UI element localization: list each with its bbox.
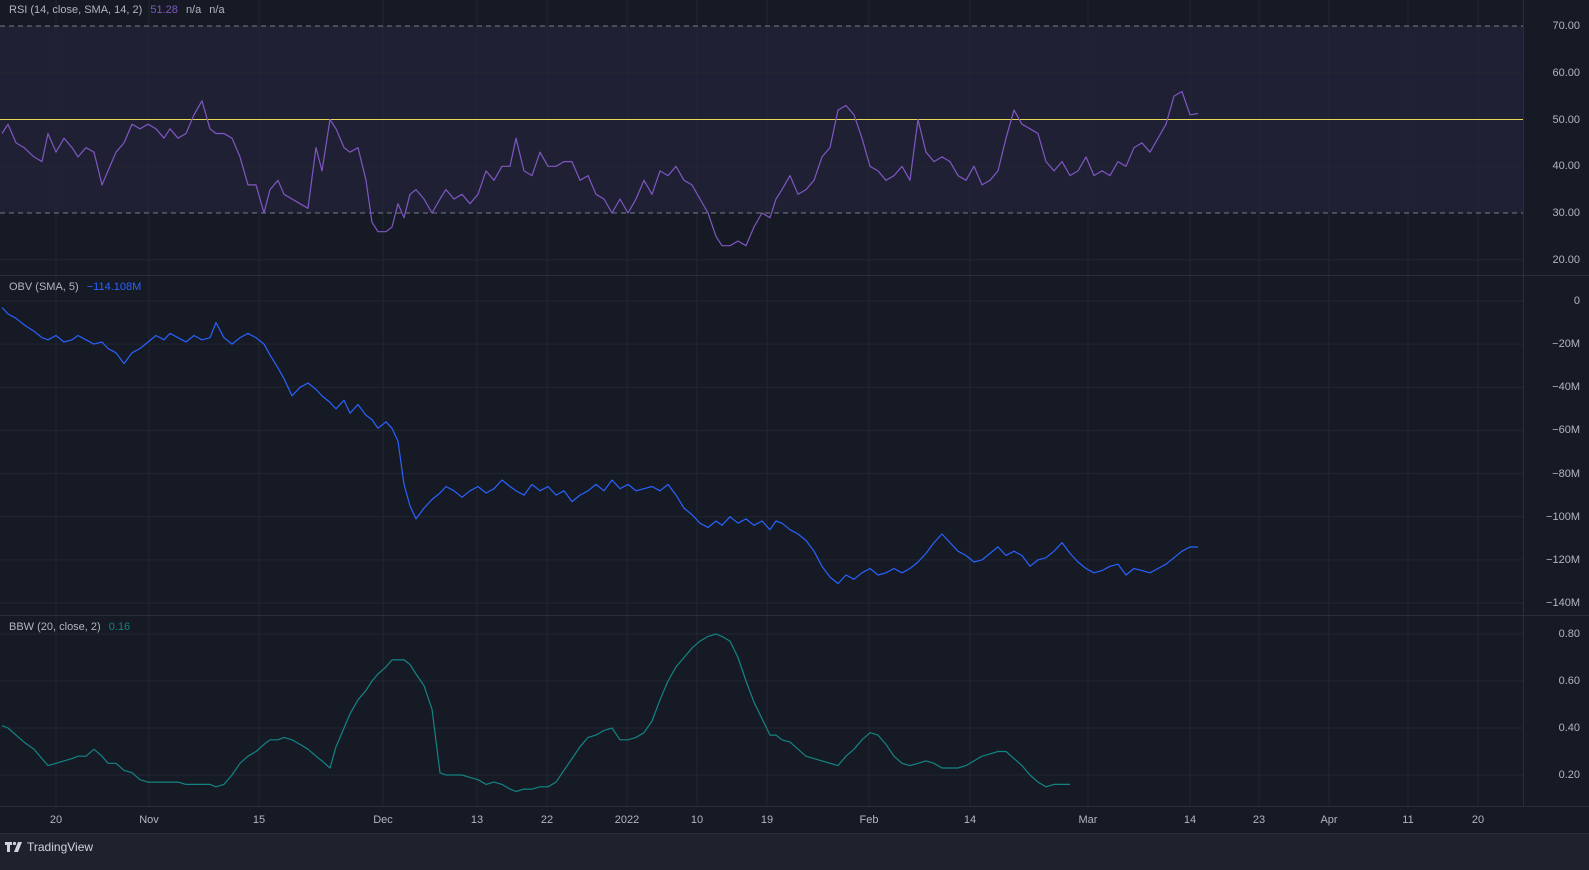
price-axis-label: −40M: [1552, 381, 1580, 394]
price-axis-label: 0.20: [1558, 769, 1580, 781]
time-axis-label: Dec: [373, 814, 393, 826]
obv-legend[interactable]: OBV (SMA, 5) −114.108M: [9, 281, 146, 293]
time-axis-label: 13: [470, 814, 484, 826]
bbw-legend[interactable]: BBW (20, close, 2) 0.16: [9, 621, 135, 633]
bbw-pane[interactable]: BBW (20, close, 2) 0.16: [0, 616, 1523, 806]
rsi-extra2: n/a: [209, 4, 225, 16]
price-axis-label: −100M: [1546, 510, 1580, 523]
rsi-legend[interactable]: RSI (14, close, SMA, 14, 2) 51.28 n/a n/…: [9, 4, 230, 16]
obv-chart: [0, 276, 1523, 615]
time-axis[interactable]: 20 Nov 15 Dec 13 22 2022 10 19 Feb 14 Mar 14 23 Apr 11 2…: [0, 806, 1589, 834]
rsi-value: 51.28: [150, 4, 178, 16]
bbw-chart: [0, 616, 1523, 806]
rsi-pane[interactable]: RSI (14, close, SMA, 14, 2) 51.28 n/a n/…: [0, 0, 1523, 275]
time-axis-label: 2022: [614, 814, 640, 826]
price-axis-label: −120M: [1546, 553, 1580, 566]
time-axis-label: 23: [1252, 814, 1266, 826]
time-axis-label: 22: [540, 814, 554, 826]
time-axis-label: Feb: [859, 814, 879, 826]
obv-title: OBV (SMA, 5): [9, 281, 79, 293]
price-axis-label: 30.00: [1552, 207, 1580, 219]
time-axis-label: Mar: [1078, 814, 1098, 826]
price-axis-label: 0.80: [1558, 628, 1580, 640]
time-axis-label: 14: [1183, 814, 1197, 826]
obv-value: −114.108M: [86, 281, 142, 293]
time-axis-label: 14: [963, 814, 977, 826]
bbw-price-axis[interactable]: 0.80 0.60 0.40 0.20: [1523, 616, 1589, 806]
bbw-value: 0.16: [108, 621, 131, 633]
price-axis-label: 0.40: [1558, 722, 1580, 734]
price-axis-label: 60.00: [1552, 66, 1580, 79]
price-axis-label: −80M: [1552, 467, 1580, 480]
time-axis-label: Nov: [139, 814, 159, 826]
tradingview-logo-icon: [5, 841, 22, 852]
pane-separator[interactable]: [0, 275, 1589, 276]
price-axis-label: 0: [1573, 295, 1580, 307]
tradingview-logo[interactable]: TradingView: [5, 840, 93, 854]
price-axis-label: 0.60: [1558, 675, 1580, 687]
time-axis-label: 20: [49, 814, 63, 826]
pane-separator[interactable]: [0, 615, 1589, 616]
price-axis-label: 70.00: [1552, 20, 1580, 32]
obv-price-axis[interactable]: 0 −20M −40M −60M −80M −100M −120M −140M: [1523, 276, 1589, 615]
time-axis-label: 19: [760, 814, 774, 826]
price-axis-label: −140M: [1546, 597, 1580, 609]
rsi-price-axis[interactable]: 70.00 60.00 50.00 40.00 30.00 20.00: [1523, 0, 1589, 275]
price-axis-label: −60M: [1552, 424, 1580, 437]
price-axis-label: 50.00: [1552, 113, 1580, 126]
tradingview-brand: TradingView: [27, 840, 94, 854]
footer: TradingView: [0, 833, 1589, 870]
time-axis-label: 10: [690, 814, 704, 826]
rsi-extra1: n/a: [185, 4, 202, 16]
time-axis-label: Apr: [1320, 814, 1338, 826]
rsi-chart: [0, 0, 1523, 275]
price-axis-label: 40.00: [1552, 160, 1580, 173]
time-axis-label: 11: [1402, 814, 1414, 826]
obv-pane[interactable]: OBV (SMA, 5) −114.108M: [0, 276, 1523, 615]
time-axis-label: 20: [1471, 814, 1485, 826]
price-axis-label: 20.00: [1552, 253, 1580, 266]
rsi-title: RSI (14, close, SMA, 14, 2): [9, 4, 143, 16]
time-axis-label: 15: [252, 814, 266, 826]
bbw-title: BBW (20, close, 2): [9, 621, 101, 633]
price-axis-label: −20M: [1552, 338, 1580, 351]
